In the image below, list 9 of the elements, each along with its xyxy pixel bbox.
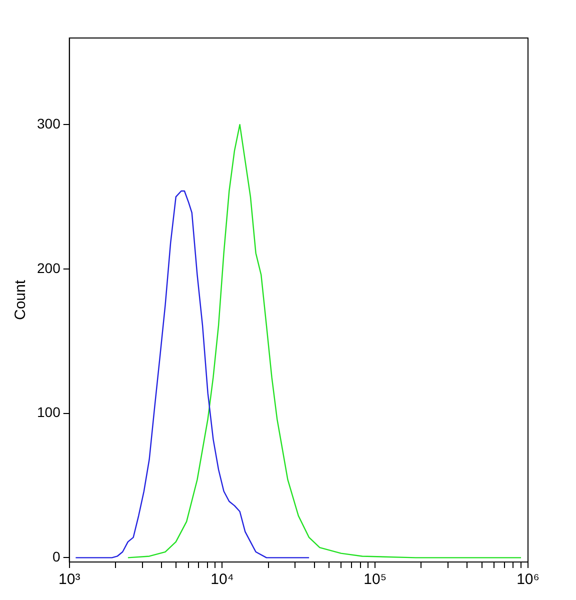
- y-tick-label: 300: [37, 115, 61, 132]
- x-tick-label: 10³: [58, 571, 80, 588]
- y-tick-label: 0: [52, 548, 61, 565]
- x-tick-label: 10⁶: [516, 571, 540, 588]
- y-axis-title: Count: [12, 279, 30, 320]
- x-tick-label: 10⁵: [364, 571, 387, 588]
- y-tick-label: 100: [37, 404, 61, 420]
- x-tick-label: 10⁴: [210, 571, 234, 588]
- y-tick-label: 200: [37, 260, 61, 276]
